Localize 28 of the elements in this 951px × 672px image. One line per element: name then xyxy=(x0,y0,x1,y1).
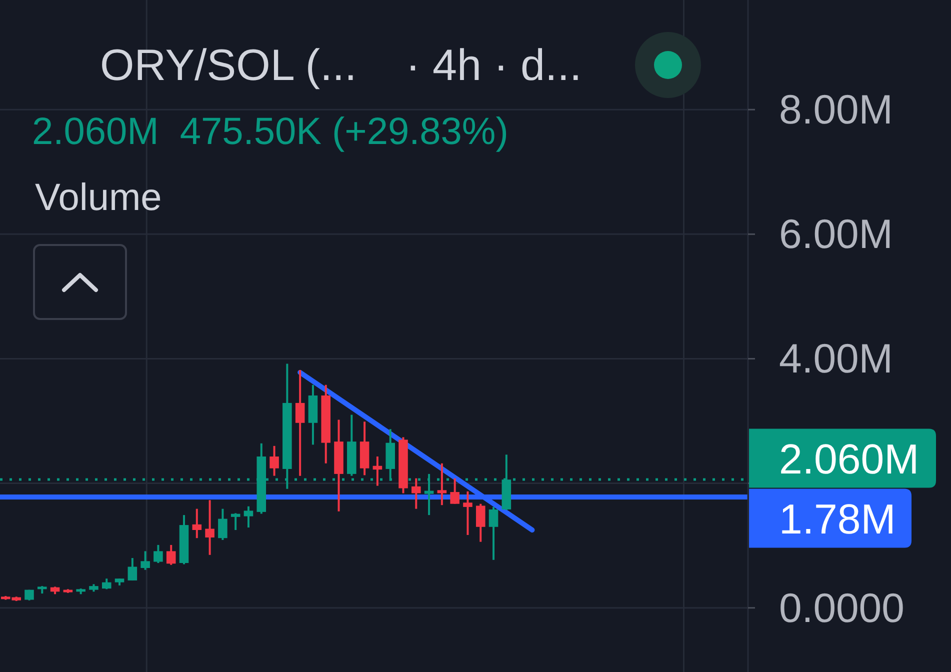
candlestick xyxy=(450,477,460,505)
ref-line-label: 2.060M xyxy=(779,434,920,482)
text: ORY/SOL (... · 4h · d... xyxy=(100,41,582,90)
candlestick xyxy=(218,508,228,541)
ref-line-label: 1.78M xyxy=(779,494,896,542)
candlestick xyxy=(205,499,214,556)
candlestick xyxy=(166,544,176,566)
candlestick xyxy=(140,550,150,571)
candlestick xyxy=(437,462,447,506)
y-tick-label: 4.00M xyxy=(779,336,893,382)
candlestick xyxy=(230,512,240,531)
candlestick xyxy=(244,505,254,529)
candlestick xyxy=(154,544,163,564)
y-tick-label: 0.0000 xyxy=(779,584,904,631)
text: 2.060M 475.50K (+29.83%) xyxy=(32,111,508,153)
candlestick xyxy=(192,508,202,540)
candlestick xyxy=(270,444,279,477)
candlestick xyxy=(372,456,382,487)
annotation: Volume xyxy=(35,177,162,219)
y-tick-label: 6.00M xyxy=(779,211,893,258)
candlestick xyxy=(411,477,421,510)
candlestick xyxy=(295,368,305,477)
candlestick xyxy=(476,502,486,543)
candlestick xyxy=(102,578,112,590)
y-tick-label: 8.00M xyxy=(779,86,893,133)
candlestick xyxy=(488,506,498,561)
candlestick xyxy=(463,490,472,536)
candlestick xyxy=(128,557,138,582)
